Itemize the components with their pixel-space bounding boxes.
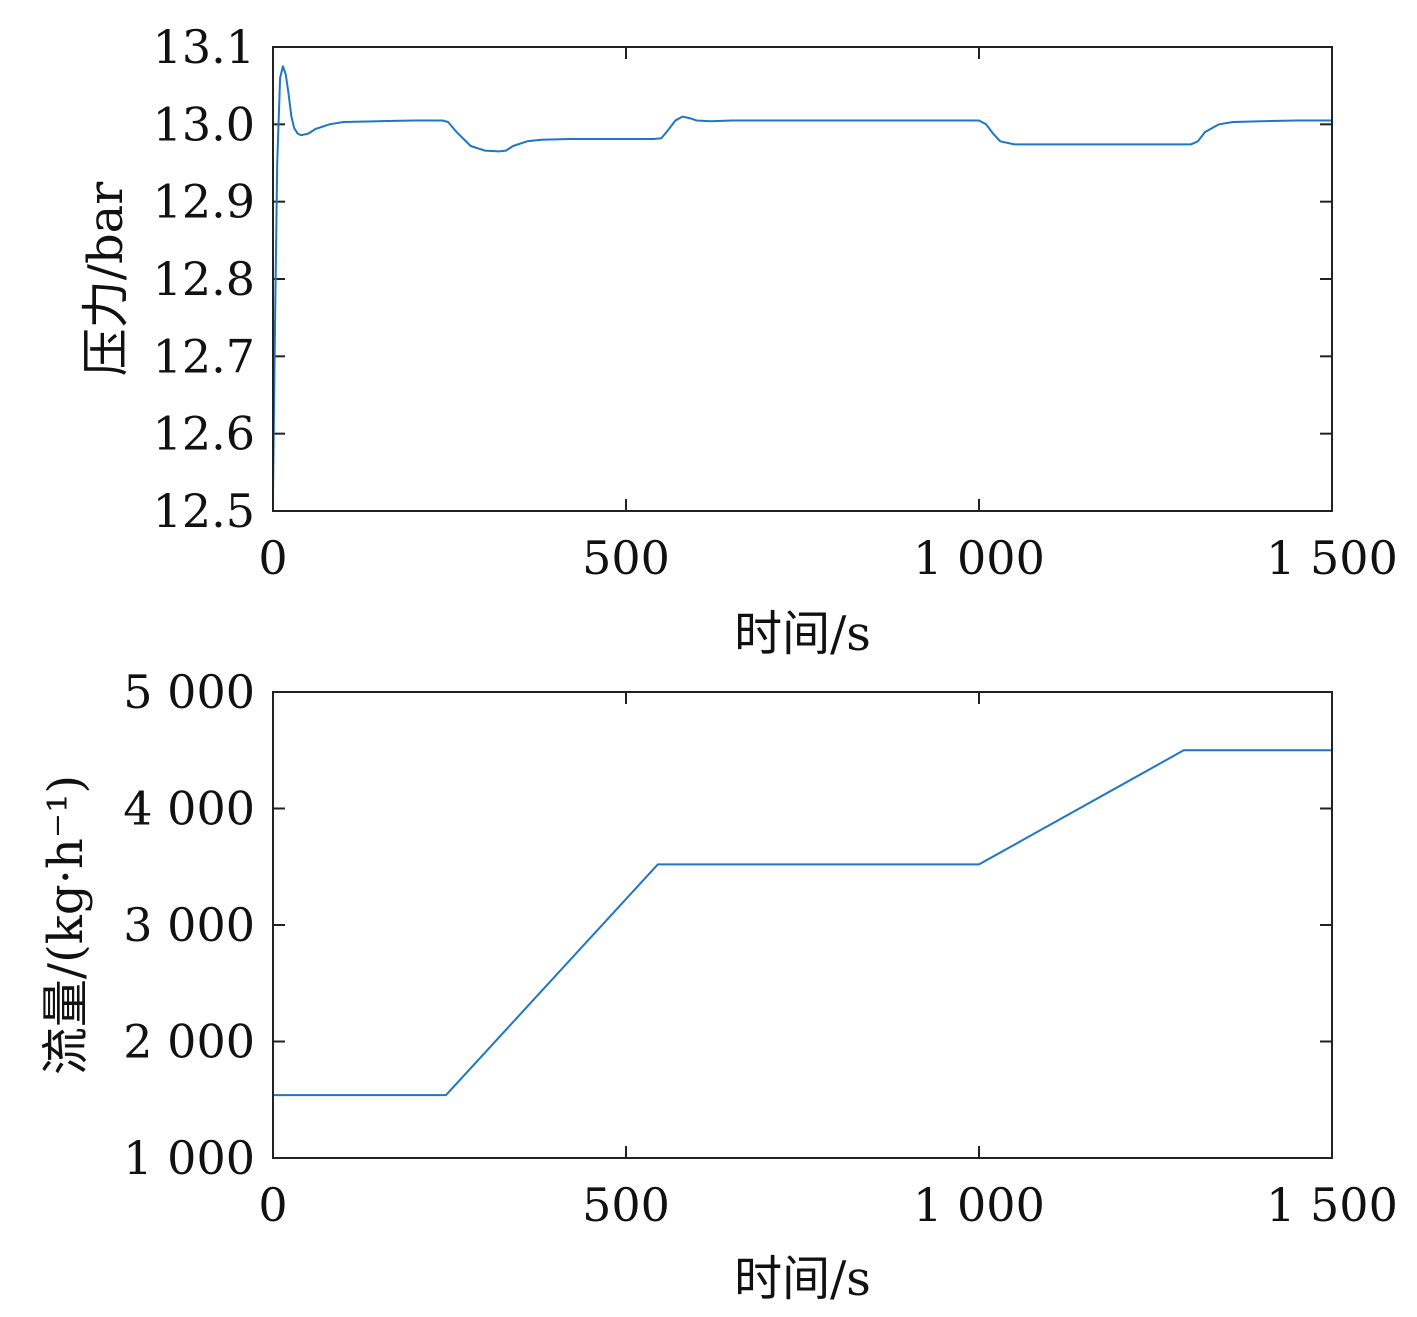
flow-tick-labels: 0 500 1 000 1 500 1 000 2 000 3 000 4 000 5 000 bbox=[123, 665, 1398, 1232]
pressure-y-tick-label: 13.0 bbox=[153, 97, 255, 151]
flow-y-tick-label: 5 000 bbox=[123, 665, 255, 719]
pressure-x-axis-label: 时间/s bbox=[734, 606, 871, 662]
pressure-x-tick-label: 1 000 bbox=[913, 531, 1045, 585]
pressure-tick-labels: 0 500 1 000 1 500 12.5 12.6 12.7 12.8 12.9 13.0 13… bbox=[153, 20, 1398, 585]
pressure-x-tick-label: 0 bbox=[258, 531, 287, 585]
pressure-y-axis-label: 压力/bar bbox=[78, 182, 134, 377]
pressure-plot-frame bbox=[272, 46, 1333, 512]
flow-x-tick-label: 1 500 bbox=[1266, 1178, 1398, 1232]
flow-x-tick-label: 0 bbox=[258, 1178, 287, 1232]
pressure-y-tick-label: 12.7 bbox=[153, 329, 255, 383]
flow-plot-frame bbox=[272, 691, 1333, 1159]
flow-y-axis-label: 流量/(kg·h⁻¹) bbox=[38, 775, 94, 1075]
pressure-ticks bbox=[272, 46, 1333, 512]
pressure-y-tick-label: 13.1 bbox=[153, 20, 255, 74]
pressure-y-tick-label: 12.9 bbox=[153, 175, 255, 229]
pressure-y-tick-label: 12.5 bbox=[153, 484, 255, 538]
pressure-y-tick-label: 12.8 bbox=[153, 252, 255, 306]
pressure-x-tick-label: 1 500 bbox=[1266, 531, 1398, 585]
flow-ticks bbox=[272, 691, 1333, 1159]
flow-y-tick-label: 1 000 bbox=[123, 1131, 255, 1185]
flow-y-tick-label: 2 000 bbox=[123, 1015, 255, 1069]
pressure-y-tick-label: 12.6 bbox=[153, 407, 255, 461]
flow-x-tick-label: 500 bbox=[582, 1178, 670, 1232]
pressure-series-line bbox=[272, 65, 1332, 496]
flow-x-tick-label: 1 000 bbox=[913, 1178, 1045, 1232]
flow-x-axis-label: 时间/s bbox=[734, 1251, 871, 1307]
flow-y-tick-label: 3 000 bbox=[123, 898, 255, 952]
flow-y-tick-label: 4 000 bbox=[123, 782, 255, 836]
flow-series-line bbox=[273, 749, 1332, 1097]
pressure-x-tick-label: 500 bbox=[582, 531, 670, 585]
pressure-chart: 0 500 1 000 1 500 12.5 12.6 12.7 12.8 12.9 13.0 13… bbox=[78, 20, 1398, 662]
